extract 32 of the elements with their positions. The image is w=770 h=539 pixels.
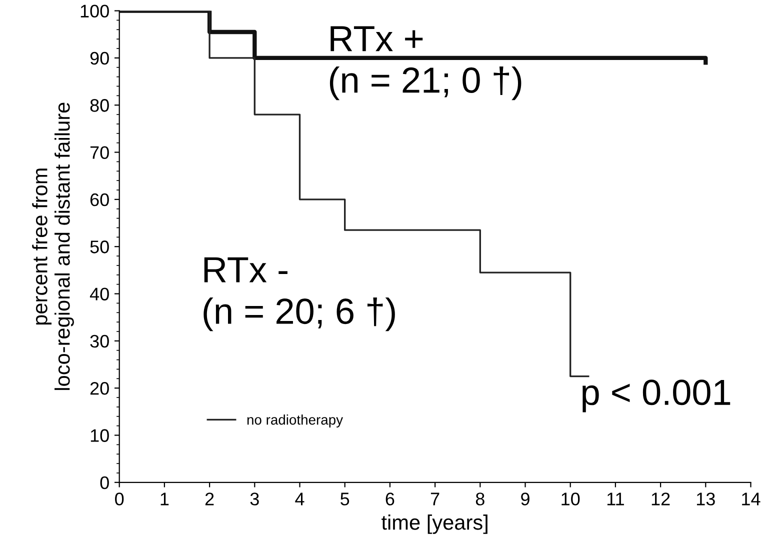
- annotation: RTx + (n = 21; 0 †): [330, 26, 522, 100]
- x-tick-label: 0: [115, 492, 124, 506]
- y-tick-label: 10: [90, 429, 109, 442]
- x-tick-label: 4: [295, 492, 304, 506]
- x-axis-title: time [years]: [382, 514, 488, 534]
- y-tick-label: 50: [90, 240, 109, 254]
- y-tick-label: 40: [90, 288, 109, 300]
- y-tick-label: 60: [90, 193, 109, 206]
- x-tick-label: 9: [521, 492, 530, 506]
- x-tick-label: 14: [742, 492, 760, 506]
- x-tick-label: 1: [160, 492, 169, 506]
- legend-label: no radiotherapy: [247, 414, 343, 428]
- y-tick-label: 0: [100, 476, 109, 490]
- y-tick-label: 30: [90, 334, 109, 348]
- x-tick-label: 5: [340, 492, 350, 506]
- x-tick-label: 7: [430, 492, 440, 506]
- y-axis-title: percent free from loco-regional and distant failure: [32, 102, 74, 390]
- y-tick-label: 90: [90, 52, 109, 65]
- x-tick-label: 13: [696, 492, 715, 506]
- y-tick-label: 80: [90, 99, 109, 112]
- annotation: p < 0.001: [582, 380, 730, 412]
- x-tick-label: 6: [386, 492, 394, 506]
- x-tick-label: 10: [562, 492, 580, 506]
- x-tick-label: 3: [250, 492, 259, 506]
- x-tick-label: 12: [652, 492, 670, 506]
- x-tick-label: 2: [205, 492, 214, 506]
- x-tick-label: 8: [476, 492, 484, 506]
- annotation: RTx - (n = 20; 6 †): [204, 257, 395, 332]
- y-tick-label: 70: [90, 146, 109, 159]
- y-tick-label: 20: [90, 382, 109, 395]
- x-tick-label: 11: [607, 492, 624, 506]
- y-tick-label: 100: [80, 4, 109, 18]
